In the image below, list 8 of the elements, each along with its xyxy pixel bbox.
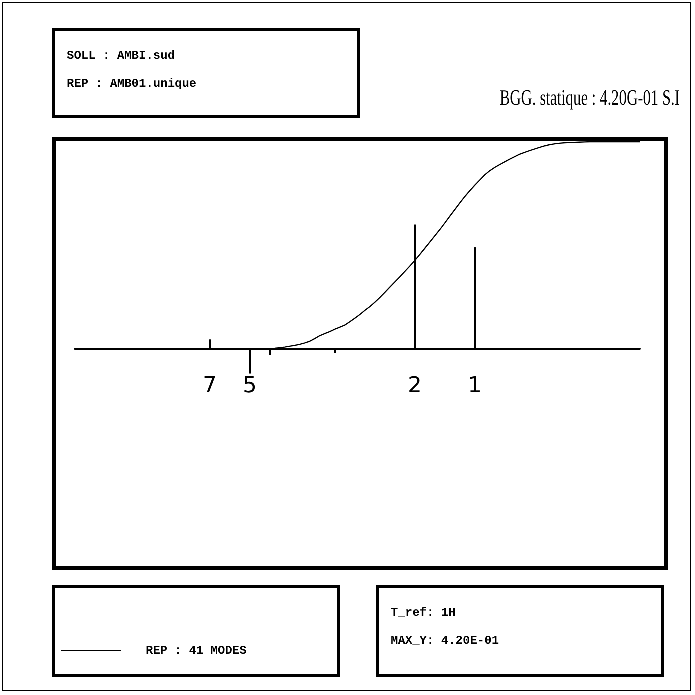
chart-title: BGG. statique : 4.20G-01 S.I	[498, 85, 680, 111]
x-tick-label: 1	[468, 373, 482, 398]
x-tick-label: 5	[243, 373, 257, 398]
x-tick-label: 2	[408, 373, 422, 398]
info-box: SOLL : AMBI.sud REP : AMB01.unique	[52, 28, 360, 118]
info-box: T_ref: 1H MAX_Y: 4.20E-01	[376, 585, 664, 677]
legend-label: REP : 41 MODES	[146, 644, 247, 658]
x-tick-label: 7	[203, 373, 217, 398]
